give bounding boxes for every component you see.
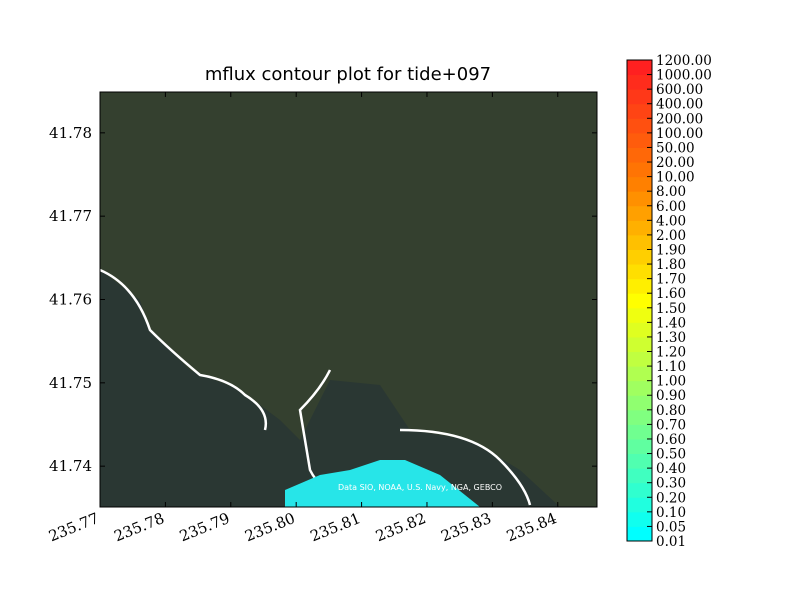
colorbar-band [627, 264, 652, 280]
x-tick-label: 235.84 [504, 509, 559, 545]
colorbar-label: 0.20 [656, 490, 686, 506]
colorbar-label: 50.00 [656, 140, 695, 156]
y-tick-label: 41.74 [49, 457, 92, 475]
colorbar-label: 20.00 [656, 155, 695, 171]
colorbar-band [627, 453, 652, 469]
x-tick-label: 235.82 [373, 509, 428, 545]
colorbar: 0.010.050.100.200.300.400.500.600.700.80… [626, 53, 712, 550]
colorbar-band [627, 336, 652, 353]
map-background [99, 91, 598, 508]
colorbar-label: 6.00 [656, 199, 686, 215]
colorbar-band [627, 526, 652, 542]
x-tick-label: 235.77 [46, 509, 101, 545]
colorbar-label: 0.40 [656, 461, 686, 477]
colorbar-band [627, 191, 652, 207]
colorbar-label: 1.80 [656, 257, 686, 273]
colorbar-label: 400.00 [656, 97, 703, 113]
colorbar-label: 0.80 [656, 403, 686, 419]
colorbar-label: 0.05 [656, 519, 686, 535]
y-tick-label: 41.77 [49, 207, 92, 225]
colorbar-label: 0.60 [656, 432, 686, 448]
colorbar-band [627, 380, 652, 396]
colorbar-band [627, 366, 652, 382]
colorbar-label: 0.70 [656, 417, 686, 433]
colorbar-label: 200.00 [656, 111, 703, 127]
colorbar-label: 1.50 [656, 301, 686, 317]
x-tick-label: 235.78 [111, 509, 166, 545]
colorbar-band [627, 293, 652, 309]
colorbar-label: 10.00 [656, 170, 695, 186]
colorbar-label: 0.50 [656, 447, 686, 463]
colorbar-band [627, 205, 652, 221]
colorbar-band [627, 60, 652, 76]
colorbar-label: 1.90 [656, 242, 686, 258]
colorbar-band [627, 249, 652, 265]
colorbar-frame [626, 59, 653, 542]
colorbar-label: 0.90 [656, 388, 686, 404]
colorbar-label: 0.01 [656, 534, 686, 550]
y-tick-label: 41.75 [49, 374, 92, 392]
colorbar-band [627, 322, 652, 338]
x-tick-label: 235.80 [242, 509, 297, 545]
colorbar-band [627, 438, 652, 455]
colorbar-label: 600.00 [656, 82, 703, 98]
colorbar-label: 0.10 [656, 505, 686, 521]
colorbar-label: 1.30 [656, 330, 686, 346]
colorbar-label: 8.00 [656, 184, 686, 200]
colorbar-label: 2.00 [656, 228, 686, 244]
chart-title: mflux contour plot for tide+097 [205, 64, 491, 85]
colorbar-band [627, 278, 652, 294]
x-tick-label: 235.83 [438, 509, 493, 545]
colorbar-label: 1.70 [656, 272, 686, 288]
colorbar-band [627, 89, 652, 105]
colorbar-band [627, 118, 652, 134]
colorbar-band [627, 132, 652, 148]
colorbar-label: 1.00 [656, 374, 686, 390]
y-tick-label: 41.78 [49, 124, 92, 142]
y-tick-label: 41.76 [49, 291, 92, 309]
colorbar-label: 100.00 [656, 126, 703, 142]
colorbar-label: 1.40 [656, 315, 686, 331]
colorbar-band [627, 497, 652, 513]
x-tick-label: 235.81 [308, 509, 363, 545]
colorbar-band [627, 103, 652, 119]
colorbar-label: 1.10 [656, 359, 686, 375]
colorbar-label: 1000.00 [656, 68, 712, 84]
x-tick-label: 235.79 [177, 509, 232, 545]
colorbar-band [627, 74, 652, 90]
attribution: Data SIO, NOAA, U.S. Navy, NGA, GEBCO [338, 483, 502, 492]
colorbar-band [627, 468, 652, 484]
colorbar-band [627, 409, 652, 425]
colorbar-label: 1.20 [656, 345, 686, 361]
colorbar-band [627, 147, 652, 163]
colorbar-label: 1.60 [656, 286, 686, 302]
colorbar-label: 4.00 [656, 213, 686, 229]
colorbar-band [627, 395, 652, 411]
colorbar-band [627, 307, 652, 323]
colorbar-band [627, 482, 652, 498]
colorbar-band [627, 162, 652, 178]
colorbar-band [627, 424, 652, 440]
colorbar-label: 0.30 [656, 476, 686, 492]
colorbar-band [627, 351, 652, 367]
colorbar-band [627, 234, 652, 250]
colorbar-label: 1200.00 [656, 53, 712, 69]
colorbar-band [627, 511, 652, 527]
colorbar-band [627, 176, 652, 192]
colorbar-band [627, 220, 652, 236]
